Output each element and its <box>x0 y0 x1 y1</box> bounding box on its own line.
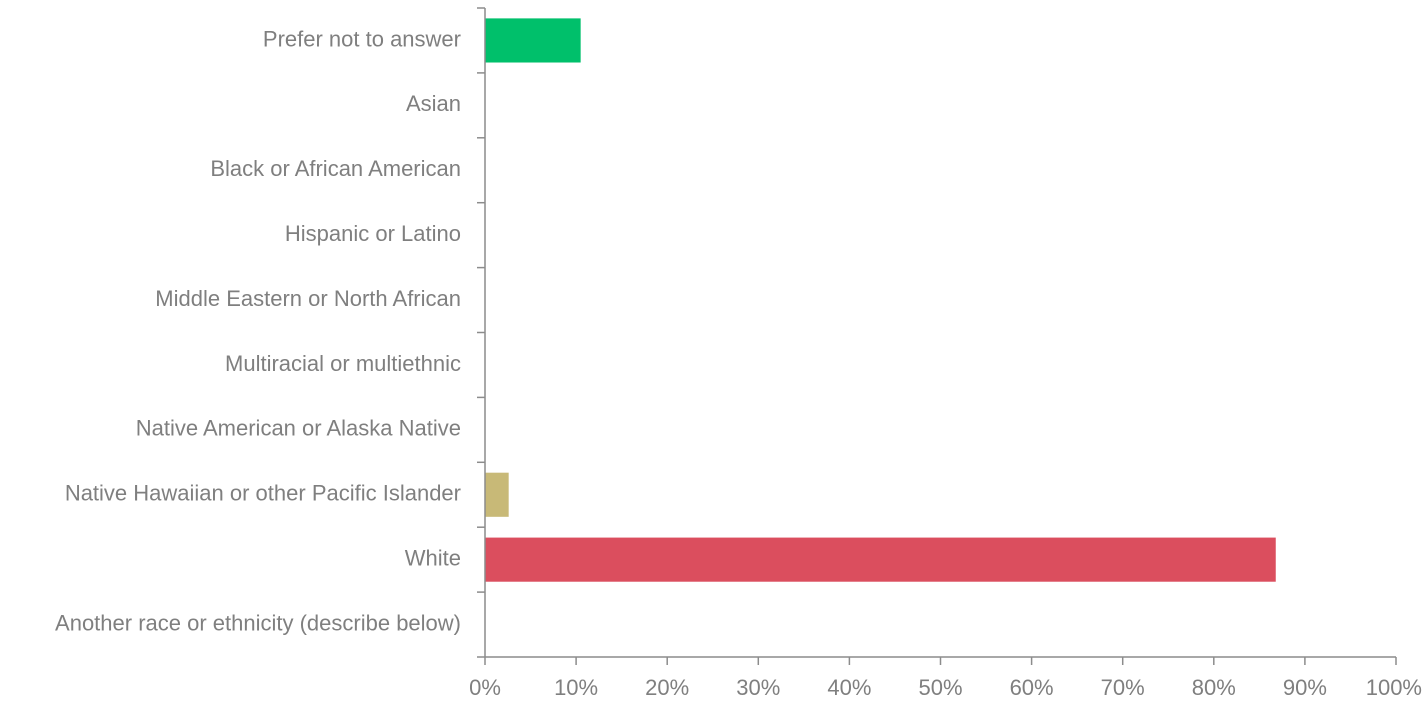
x-tick-label: 70% <box>1101 675 1145 700</box>
bar-1 <box>485 18 581 63</box>
axis-layer <box>477 7 1397 665</box>
category-label: Middle Eastern or North African <box>155 286 461 311</box>
category-label: Prefer not to answer <box>263 26 461 51</box>
category-label: Native American or Alaska Native <box>136 416 461 441</box>
x-tick-label: 50% <box>918 675 962 700</box>
x-tick-label: 0% <box>469 675 501 700</box>
labels-layer: Prefer not to answer Asian Black or Africa… <box>55 26 1422 700</box>
category-label: White <box>405 545 461 570</box>
category-label: Asian <box>406 91 461 116</box>
category-label: Native Hawaiian or other Pacific Islande… <box>65 481 461 506</box>
category-label: Black or African American <box>210 156 461 181</box>
x-tick-label: 60% <box>1010 675 1054 700</box>
x-tick-label: 40% <box>827 675 871 700</box>
category-label: Hispanic or Latino <box>285 221 461 246</box>
bars-layer <box>485 18 1276 582</box>
category-label: Multiracial or multiethnic <box>225 351 461 376</box>
x-tick-label: 20% <box>645 675 689 700</box>
category-label: Another race or ethnicity (describe belo… <box>55 610 461 635</box>
x-tick-label: 90% <box>1283 675 1327 700</box>
x-tick-label: 100% <box>1366 675 1422 700</box>
bar-8 <box>485 472 509 517</box>
x-tick-label: 80% <box>1192 675 1236 700</box>
bar-9 <box>485 537 1276 582</box>
x-tick-label: 30% <box>736 675 780 700</box>
x-tick-label: 10% <box>554 675 598 700</box>
